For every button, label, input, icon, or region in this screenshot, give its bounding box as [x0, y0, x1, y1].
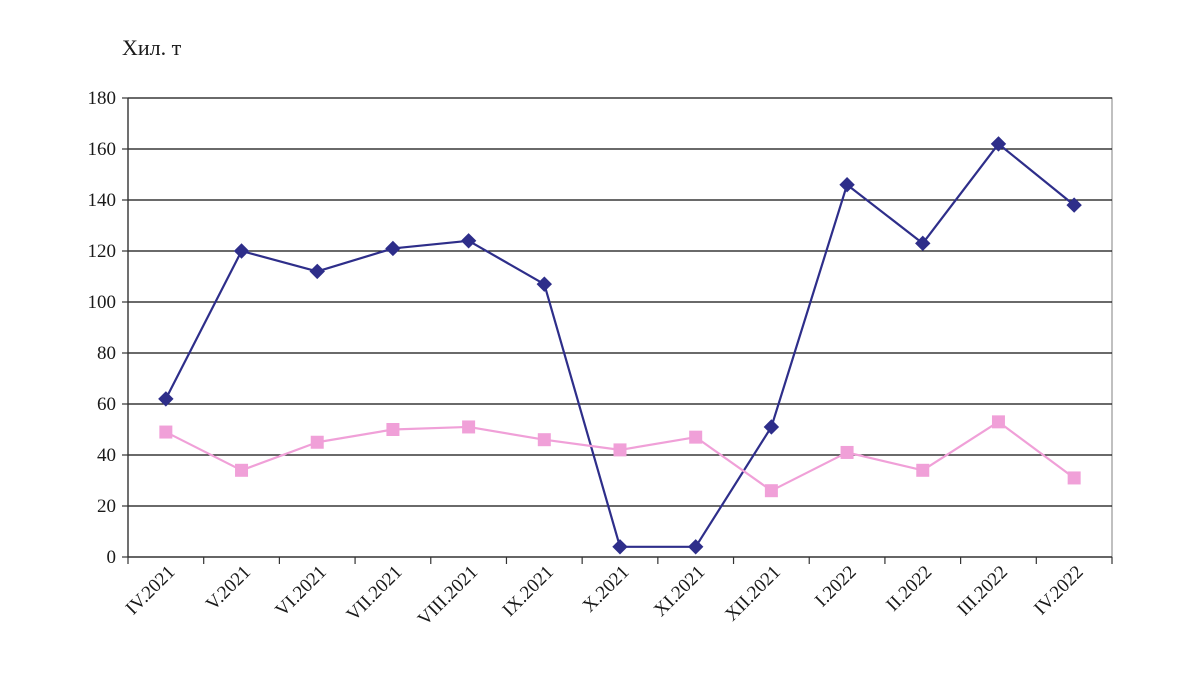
data-point — [916, 463, 930, 477]
x-tick-label: IV.2021 — [122, 562, 180, 620]
data-point — [612, 539, 628, 555]
x-tick-label: V.2021 — [202, 562, 255, 615]
data-point — [460, 233, 477, 249]
data-point — [386, 423, 400, 436]
y-tick-label: 180 — [88, 88, 117, 109]
series-1 — [159, 415, 1081, 498]
y-tick-label: 60 — [97, 394, 116, 415]
data-point — [536, 276, 553, 292]
data-point — [764, 484, 778, 498]
x-tick-label: XII.2021 — [721, 562, 785, 626]
x-tick-label: IX.2021 — [499, 562, 558, 621]
data-point — [990, 136, 1007, 152]
data-point — [689, 430, 703, 444]
data-point — [233, 243, 250, 259]
grid-lines — [127, 97, 1113, 558]
x-tick-label: VI.2021 — [272, 562, 331, 621]
data-point — [310, 435, 324, 449]
x-tick-label: III.2022 — [953, 562, 1012, 621]
x-tick-label: VII.2021 — [343, 562, 407, 626]
y-tick-label: 80 — [97, 343, 116, 364]
x-tick-label: X.2021 — [579, 562, 634, 617]
data-point — [1067, 471, 1081, 485]
x-tick-label: XI.2021 — [650, 562, 709, 621]
data-point — [839, 176, 855, 193]
data-point — [235, 463, 249, 477]
data-point — [385, 240, 401, 257]
data-point — [158, 391, 174, 407]
data-point — [159, 425, 173, 439]
y-tick-label: 20 — [97, 496, 116, 517]
data-point — [763, 419, 780, 435]
data-point — [1066, 197, 1082, 213]
x-tick-label: I.2022 — [811, 562, 861, 612]
data-point — [613, 443, 627, 457]
y-tick-label: 140 — [88, 190, 117, 211]
data-point — [537, 433, 551, 447]
y-tick-label: 40 — [97, 445, 116, 466]
data-point — [462, 420, 476, 434]
x-tick-label: II.2022 — [882, 562, 936, 616]
y-axis-label: Хил. т — [122, 35, 182, 60]
data-point — [687, 539, 704, 555]
x-tick-label: IV.2022 — [1030, 562, 1088, 620]
data-point — [991, 415, 1005, 429]
y-tick-label: 0 — [107, 547, 117, 568]
y-tick-label: 160 — [88, 139, 117, 160]
y-tick-label: 100 — [88, 292, 117, 313]
data-point — [309, 263, 325, 280]
y-tick-label: 120 — [88, 241, 117, 262]
axes — [122, 97, 1113, 564]
series — [158, 136, 1082, 555]
series-0 — [158, 136, 1082, 555]
plot-area — [127, 97, 1113, 558]
x-tick-label: VIII.2021 — [414, 562, 482, 630]
data-point — [840, 445, 854, 459]
data-point — [915, 235, 931, 252]
